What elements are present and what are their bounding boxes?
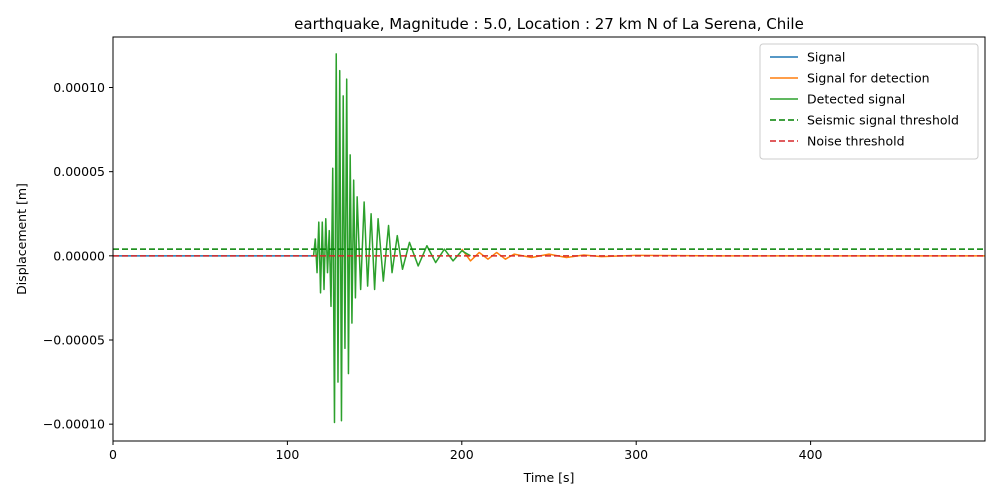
x-tick-label: 300 (624, 447, 648, 462)
y-tick-label: 0.00005 (53, 164, 105, 179)
series-line-detected-signal (312, 53, 471, 424)
legend: Signal Signal for detection Detected signa… (759, 43, 979, 160)
legend-box (759, 43, 979, 160)
series-line-signal-for-detection (461, 248, 985, 262)
legend-label: Signal for detection (807, 71, 930, 86)
plot-frame (112, 36, 986, 442)
x-axis-ticks: 0 100 200 300 400 (109, 441, 823, 462)
legend-label: Noise threshold (807, 134, 905, 149)
x-tick-label: 400 (799, 447, 823, 462)
legend-label: Signal (807, 50, 845, 65)
chart-title: earthquake, Magnitude : 5.0, Location : … (294, 15, 804, 33)
legend-label: Seismic signal threshold (807, 113, 959, 128)
legend-label: Detected signal (807, 92, 905, 107)
y-tick-label: 0.00000 (53, 248, 105, 263)
x-tick-label: 100 (275, 447, 299, 462)
y-axis-ticks: −0.00010 −0.00005 0.00000 0.00005 0.00010 (43, 80, 113, 432)
series-layer (113, 53, 985, 424)
x-axis-label: Time [s] (523, 470, 575, 485)
y-tick-label: 0.00010 (53, 80, 105, 95)
x-tick-label: 200 (450, 447, 474, 462)
y-tick-label: −0.00010 (43, 417, 105, 432)
y-axis-label: Displacement [m] (14, 183, 29, 295)
y-tick-label: −0.00005 (43, 333, 105, 348)
x-tick-label: 0 (109, 447, 117, 462)
